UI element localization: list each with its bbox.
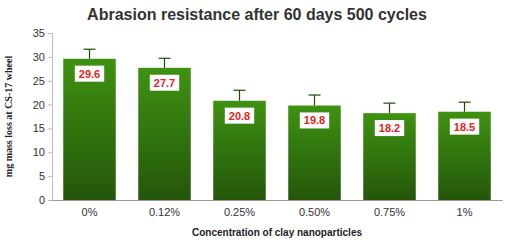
data-label: 20.8 [229,110,250,122]
y-tick-label: 10 [33,146,45,158]
error-bar [234,90,246,100]
error-line [464,102,465,112]
error-cap [384,103,396,104]
y-tick-label: 0 [39,194,45,206]
x-tick-label: 0.50% [299,206,330,218]
x-tick-label: 0.12% [149,206,180,218]
bar [438,112,491,200]
y-tick-mark [48,33,52,34]
error-cap [84,49,96,50]
bar [288,106,341,200]
x-tick: 0.75% [374,200,405,218]
error-bar [84,49,96,59]
x-tick-label: 0.75% [374,206,405,218]
bar [63,59,116,200]
bar [213,101,266,200]
bars [63,49,491,200]
error-bar [309,95,321,105]
y-tick-label: 5 [39,170,45,182]
y-tick-label: 25 [33,75,45,87]
x-tick-label: 0% [82,206,98,218]
y-tick: 25 [33,75,52,87]
x-tick: 0.25% [224,200,255,218]
y-tick: 35 [33,27,52,39]
data-label-box [75,66,104,82]
title: Abrasion resistance after 60 days 500 cy… [87,6,427,23]
data-label: 29.6 [79,68,100,80]
error-line [314,95,315,105]
y-tick: 30 [33,51,52,63]
error-line [89,49,90,59]
chart: 0 5 10 15 20 25 30 35 0% 0.12% 0.25% 0.50% 0.75% 1% 29… [0,0,514,242]
y-tick: 15 [33,122,52,134]
error-bar [384,103,396,113]
y-tick-mark [48,152,52,153]
y-axis: 0 5 10 15 20 25 30 35 [33,27,53,206]
x-tick-label: 1% [457,206,473,218]
y-tick-mark [48,57,52,58]
y-tick-mark [48,105,52,106]
data-label-box [300,112,329,128]
data-label: 18.5 [454,121,475,133]
error-cap [234,90,246,91]
x-axis: 0% 0.12% 0.25% 0.50% 0.75% 1% [53,200,503,218]
error-cap [459,102,471,103]
y-tick: 0 [39,194,52,206]
y-axis-line [48,34,53,201]
x-tick: 1% [457,200,473,218]
bar [363,113,416,200]
plot: 0 5 10 15 20 25 30 35 0% 0.12% 0.25% 0.50% 0.75% 1% 29… [33,27,503,218]
y-tick-label: 30 [33,51,45,63]
y-tick-mark [48,128,52,129]
error-line [164,58,165,68]
error-cap [159,58,171,59]
error-bar [459,102,471,112]
x-tick: 0% [82,200,98,218]
y-tick: 20 [33,99,52,111]
y-tick-mark [48,200,52,201]
data-label: 27.7 [154,77,175,89]
y-tick-mark [48,176,52,177]
y-tick-mark [48,81,52,82]
bar [138,68,191,200]
y-tick: 5 [39,170,52,182]
y-axis-title: mg mass loss at CS-17 wheel [3,56,14,178]
x-tick: 0.12% [149,200,180,218]
x-axis-title: Concentration of clay nanoparticles [192,227,362,238]
data-label-box [225,108,254,124]
data-label: 19.8 [304,114,325,126]
y-tick-label: 15 [33,122,45,134]
data-labels: 29.6 27.7 20.8 19.8 18.2 18.5 [75,66,479,136]
y-tick-label: 20 [33,99,45,111]
y-tick: 10 [33,146,52,158]
data-label-box [450,119,479,135]
x-tick-label: 0.25% [224,206,255,218]
x-axis-line [53,200,503,201]
data-label-box [150,75,179,91]
data-label: 18.2 [379,122,400,134]
error-cap [309,94,321,95]
data-label-box [375,120,404,136]
y-tick-label: 35 [33,27,45,39]
error-line [389,103,390,113]
error-line [239,90,240,100]
error-bar [159,58,171,68]
x-tick: 0.50% [299,200,330,218]
